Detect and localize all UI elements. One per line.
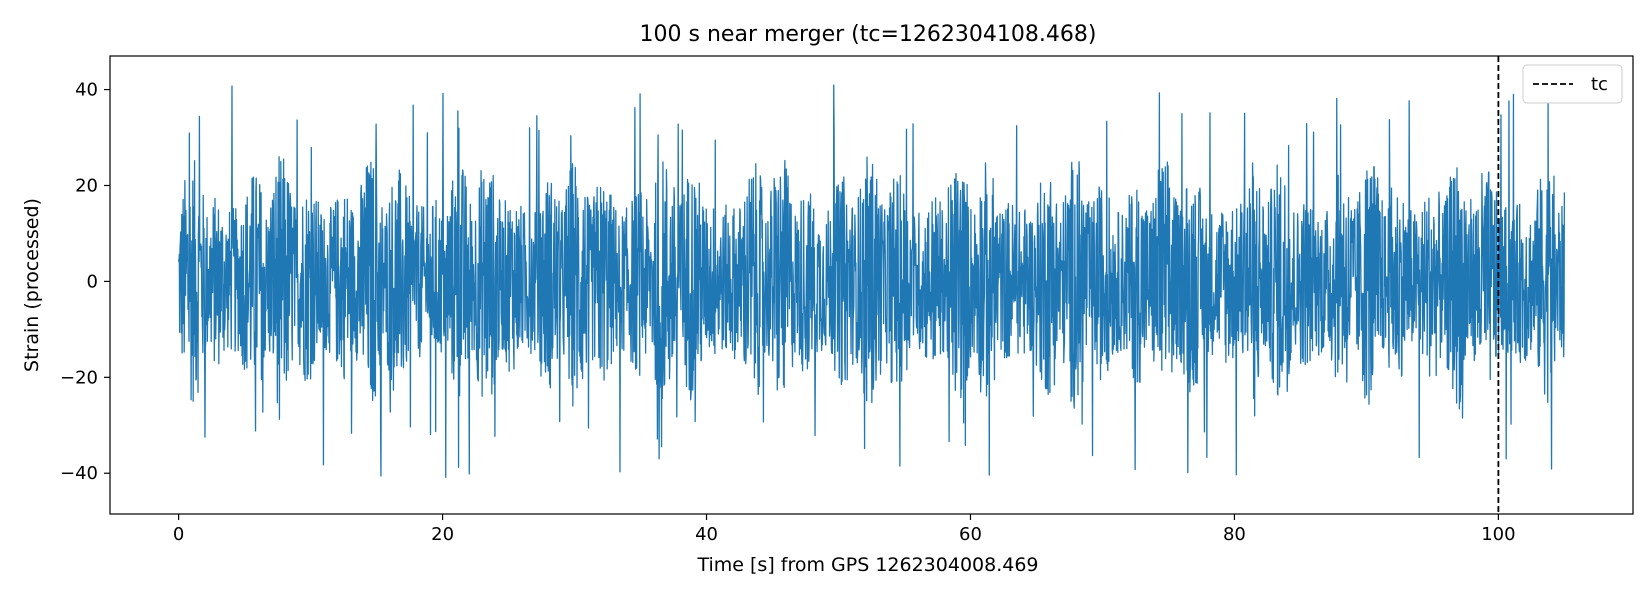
y-axis: −40 −20 0 20 40 <box>60 80 110 484</box>
y-tick-label: 20 <box>75 175 98 196</box>
y-tick-label: 0 <box>87 271 98 292</box>
y-tick-label: 40 <box>75 80 98 101</box>
x-tick-label: 60 <box>959 524 982 545</box>
legend: tc <box>1522 64 1623 104</box>
x-tick-label: 100 <box>1481 524 1515 545</box>
x-tick-label: 40 <box>695 524 718 545</box>
y-axis-label: Strain (processed) <box>21 198 43 372</box>
y-tick-label: −40 <box>60 463 98 484</box>
y-tick-label: −20 <box>60 367 98 388</box>
legend-tc-label: tc <box>1591 74 1608 95</box>
x-axis-label: Time [s] from GPS 1262304008.469 <box>696 554 1038 576</box>
x-axis: 0 20 40 60 80 100 <box>173 514 1516 545</box>
x-tick-label: 0 <box>173 524 184 545</box>
x-tick-label: 80 <box>1223 524 1246 545</box>
chart-title: 100 s near merger (tc=1262304108.468) <box>640 22 1097 47</box>
plot-frame <box>109 55 1634 515</box>
strain-line <box>177 84 1566 478</box>
strain-series <box>177 84 1566 478</box>
plot-area <box>109 55 1634 515</box>
x-tick-label: 20 <box>431 524 454 545</box>
